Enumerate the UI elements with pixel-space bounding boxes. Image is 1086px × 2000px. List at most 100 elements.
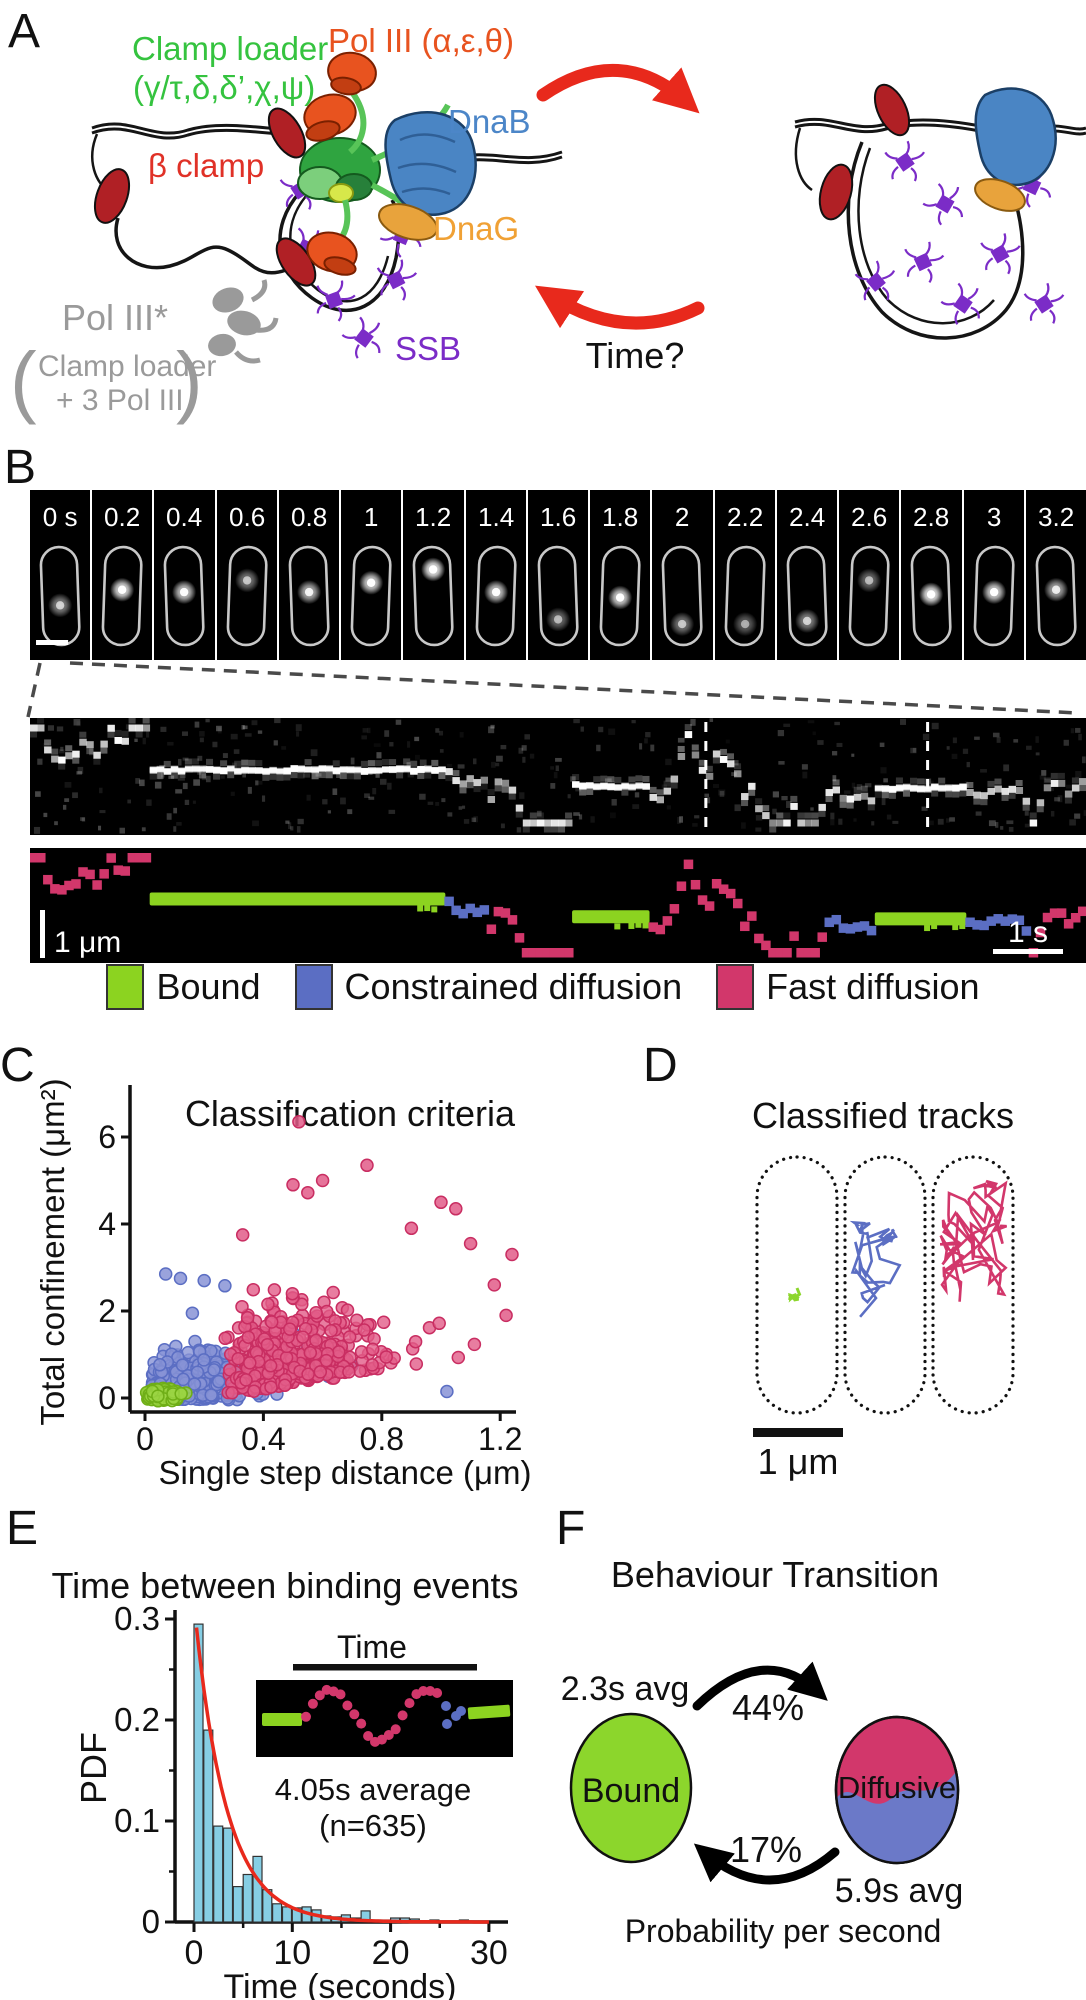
panel-d-label: D [643,1039,678,1092]
cell-outline [973,545,1015,647]
legend-item: Constrained diffusion [294,964,683,1010]
bound-state-circle [569,1712,693,1864]
dnab-helicase-right [974,87,1057,187]
frame-time-label: 2.4 [789,502,825,532]
cell-outline-dotted [755,1155,839,1415]
cell-outline [101,545,143,647]
frame-time-label: 1.8 [602,502,638,532]
panel-a-label: A [8,5,41,58]
pol-iii-cores [303,51,377,276]
frame-time-label: 0.4 [166,502,202,532]
timelapse-frame: 1.6 [527,490,591,660]
legend-item: Bound [106,964,261,1010]
y-tick-label: 0.2 [114,1701,160,1738]
cell-outline [661,545,703,647]
frame-time-label: 1.4 [478,502,514,532]
scale-bar [753,1428,843,1437]
dnag-label: DnaG [433,210,519,247]
dnab-label: DnaB [448,103,531,140]
time-scale-label: 1 s [1008,916,1048,949]
timelapse-strip: 0 s 0.2 0.4 0.6 0.8 1 1.2 1.4 1.6 1.8 2 2.2 2.4 2.6 2.… [30,490,1086,660]
cell-outline [1035,545,1077,647]
diffusive-state-label: Diffusive [838,1770,956,1805]
cell-outline [164,545,206,647]
frame-time-label: 2.6 [851,502,887,532]
legend-label: Bound [156,966,261,1007]
classified-track: 1 μm 1 s [30,848,1086,963]
x-tick-label: 20 [372,1934,410,1972]
pol-iii-star-line1: Clamp loader [38,350,216,383]
timelapse-frame: 1.2 [403,490,466,660]
frame-time-label: 2.2 [727,502,763,532]
pol-iii-label: Pol III (α,ε,θ) [328,22,514,59]
y-tick-label: 0.1 [114,1802,160,1839]
cell-outline [786,545,828,647]
frame-time-label: 2 [675,502,690,532]
timelapse-frame: 1.8 [590,490,653,660]
x-axis-label: Single step distance (μm) [158,1454,531,1491]
x-tick-label: 30 [470,1934,508,1972]
scatter-series-fast-diffusion [218,1115,519,1400]
timelapse-frame: 0.2 [92,490,155,660]
y-axis-label: PDF [73,1732,114,1804]
dnag-primase [378,203,438,241]
cycle-arrow-forward-icon [536,64,700,114]
frame-time-label: 1 [364,502,379,532]
timelapse-frame: 2.2 [714,490,777,660]
cell-outline [848,545,890,647]
panel-b-label: B [4,441,37,494]
chart-title: Classification criteria [185,1093,516,1134]
clamp-loader-subunits-label: (γ/τ,δ,δ’,χ,ψ) [133,69,315,106]
legend-label: Constrained diffusion [344,966,683,1007]
frame-time-label: 2.8 [913,502,949,532]
frame-time-label: 0.8 [291,502,327,532]
cell-outline [910,545,952,647]
scatter-series-bound [139,1381,193,1408]
timelapse-frame: 0 s [30,490,93,660]
timelapse-frame: 2.6 [839,490,902,660]
beta-clamps-left [93,107,317,287]
space-scale-bar [40,910,45,958]
x-tick-label: 0.8 [360,1421,404,1457]
x-tick-label: 0 [185,1934,204,1972]
pol-iii-star-paren-open: ( [10,336,37,425]
cycle-arrow-back-icon [535,285,705,330]
timelapse-frame: 2.4 [776,490,840,660]
rate-to-diffusive-label: 44% [732,1687,804,1728]
bound-state-label: Bound [582,1772,680,1810]
diffusive-avg-label: 5.9s avg [835,1872,964,1910]
time-question-label: Time? [586,335,685,376]
x-tick-label: 0 [136,1421,154,1457]
cell-outline [537,545,579,647]
cell-outline [475,545,517,647]
transition-arrow-to-diffusive-icon [692,1661,828,1711]
frame-time-label: 3 [986,502,1001,532]
cell-outline-dotted [931,1155,1015,1415]
x-tick-label: 1.2 [478,1421,522,1457]
frame-time-label: 0.6 [229,502,265,532]
x-tick-label: 10 [273,1934,311,1972]
binding-time-histogram-chart: Time between binding events 0 0.1 0.2 0.3 0 10… [52,1565,519,2000]
behaviour-transition-diagram: Behaviour Transition 2.3s avg 44% Bound … [561,1554,964,1949]
probability-footer-label: Probability per second [625,1913,942,1949]
average-annotation: 4.05s average [275,1772,471,1807]
y-tick-label: 0 [98,1380,116,1416]
cycle-arrows [535,64,705,330]
pol-iii-star-sketch [208,279,279,364]
ssb-label: SSB [395,330,461,367]
panel-c-label: C [0,1039,35,1092]
time-scale-bar [993,949,1063,954]
rate-to-bound-label: 17% [730,1829,802,1870]
kymograph-trace [30,718,1086,833]
cell-outline [226,545,268,647]
diffusive-circle-outline [834,1715,960,1865]
n-annotation: (n=635) [319,1808,427,1843]
clamp-loader-complex [297,137,381,203]
y-tick-label: 4 [98,1206,116,1242]
clamp-loader-label: Clamp loader [132,30,328,67]
chart-title: Time between binding events [52,1565,519,1606]
timelapse-frame: 3.2 [1025,490,1086,660]
constrained-track [849,1220,902,1318]
y-tick-label: 6 [98,1119,116,1155]
y-axis-label: Total confinement (μm²) [34,1078,71,1425]
